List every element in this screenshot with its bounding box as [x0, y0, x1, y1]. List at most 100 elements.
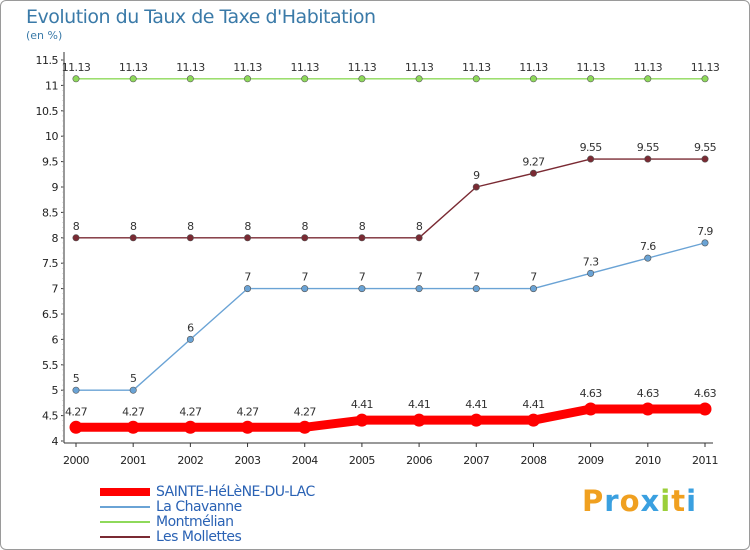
data-label: 4.27: [179, 405, 202, 418]
y-tick-label: 8.5: [42, 206, 58, 219]
legend-item-montmelian[interactable]: Montmélian: [100, 513, 234, 530]
data-label: 4.27: [294, 405, 317, 418]
data-label: 7: [473, 271, 480, 284]
logo-letter: r: [604, 484, 620, 518]
data-label: 6: [187, 321, 194, 334]
y-tick-label: 6.5: [42, 308, 58, 321]
data-label: 11.13: [233, 61, 262, 74]
series-line: [75, 242, 706, 391]
data-point: [69, 420, 83, 434]
y-tick-label: 5: [52, 384, 59, 397]
data-point: [472, 75, 480, 83]
logo-letter: o: [619, 484, 641, 518]
x-tick-label: 2008: [520, 454, 546, 467]
data-point: [472, 285, 480, 293]
y-tick-label: 8: [52, 232, 59, 245]
data-label: 8: [416, 220, 423, 233]
data-label: 8: [187, 220, 194, 233]
data-label: 9.55: [580, 141, 603, 154]
legend-label: Montmélian: [156, 513, 234, 530]
legend-label: Les Mollettes: [156, 528, 242, 545]
data-label: 7.3: [583, 255, 599, 268]
x-tick-label: 2007: [463, 454, 489, 467]
series-line: [71, 404, 710, 432]
data-label: 11.13: [691, 61, 720, 74]
x-tick-label: 2011: [692, 454, 718, 467]
data-point: [526, 413, 540, 427]
data-point: [72, 75, 80, 83]
data-label: 9.55: [637, 141, 660, 154]
data-label: 11.13: [462, 61, 491, 74]
data-point: [529, 285, 537, 293]
data-label: 4.27: [65, 405, 88, 418]
data-label: 7: [244, 271, 251, 284]
data-point: [126, 420, 140, 434]
y-tick-label: 10.5: [36, 105, 59, 118]
legend-swatch: [100, 535, 150, 538]
data-label: 11.13: [576, 61, 605, 74]
data-point: [415, 234, 423, 242]
data-point: [698, 402, 712, 416]
data-point: [644, 155, 652, 163]
y-tick-label: 11: [45, 79, 58, 92]
legend-swatch: [100, 487, 150, 496]
data-point: [358, 75, 366, 83]
data-point: [587, 75, 595, 83]
data-label: 5: [73, 372, 80, 385]
data-point: [355, 413, 369, 427]
y-tick-label: 4: [52, 435, 59, 448]
data-point: [469, 413, 483, 427]
series-line: [75, 158, 706, 239]
data-point: [301, 234, 309, 242]
y-tick-label: 9.5: [42, 156, 58, 169]
data-label: 11.13: [519, 61, 548, 74]
data-point: [701, 155, 709, 163]
data-label: 8: [302, 220, 309, 233]
data-point: [72, 234, 80, 242]
data-point: [415, 75, 423, 83]
data-label: 4.63: [637, 387, 660, 400]
data-point: [244, 285, 252, 293]
legend-label: SAINTE-HéLèNE-DU-LAC: [156, 483, 315, 500]
y-tick-label: 7: [52, 283, 59, 296]
data-label: 8: [73, 220, 80, 233]
y-tick-label: 10: [45, 130, 58, 143]
data-point: [701, 75, 709, 83]
data-label: 4.41: [465, 398, 487, 411]
data-point: [244, 234, 252, 242]
y-tick-label: 9: [52, 181, 59, 194]
data-label: 4.27: [122, 405, 145, 418]
data-label: 11.13: [119, 61, 148, 74]
x-tick-label: 2006: [406, 454, 432, 467]
data-point: [186, 75, 194, 83]
legend-item-la-chavanne[interactable]: La Chavanne: [100, 499, 242, 515]
data-label: 7.9: [697, 225, 713, 238]
logo-letter: x: [640, 484, 661, 518]
data-label: 4.63: [580, 387, 603, 400]
x-tick-label: 2010: [635, 454, 661, 467]
data-label: 8: [130, 220, 137, 233]
data-label: 9.27: [522, 155, 545, 168]
data-point: [129, 75, 137, 83]
data-point: [301, 285, 309, 293]
logo-letter: t: [671, 484, 687, 518]
data-point: [415, 285, 423, 293]
data-label: 11.13: [290, 61, 319, 74]
data-label: 4.41: [408, 398, 430, 411]
x-tick-label: 2005: [349, 454, 375, 467]
data-point: [72, 386, 80, 394]
data-point: [129, 386, 137, 394]
data-point: [301, 75, 309, 83]
data-point: [644, 75, 652, 83]
data-label: 4.41: [522, 398, 544, 411]
data-label: 7: [359, 271, 366, 284]
chart-subtitle: (en %): [26, 29, 63, 42]
data-point: [298, 420, 312, 434]
data-point: [241, 420, 255, 434]
chart-title: Evolution du Taux de Taxe d'Habitation: [26, 6, 376, 28]
legend-item-les-mollettes[interactable]: Les Mollettes: [100, 528, 242, 545]
legend-item-sainte-helene[interactable]: SAINTE-HéLèNE-DU-LAC: [100, 483, 315, 500]
data-point: [186, 234, 194, 242]
data-point: [186, 335, 194, 343]
